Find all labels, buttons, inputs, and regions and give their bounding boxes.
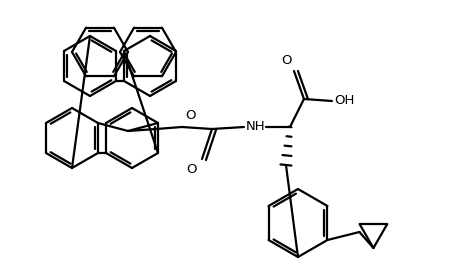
Text: O: O bbox=[282, 54, 292, 67]
Text: NH: NH bbox=[246, 120, 266, 133]
Text: O: O bbox=[185, 109, 196, 122]
Text: O: O bbox=[187, 163, 197, 176]
Text: OH: OH bbox=[334, 95, 354, 107]
